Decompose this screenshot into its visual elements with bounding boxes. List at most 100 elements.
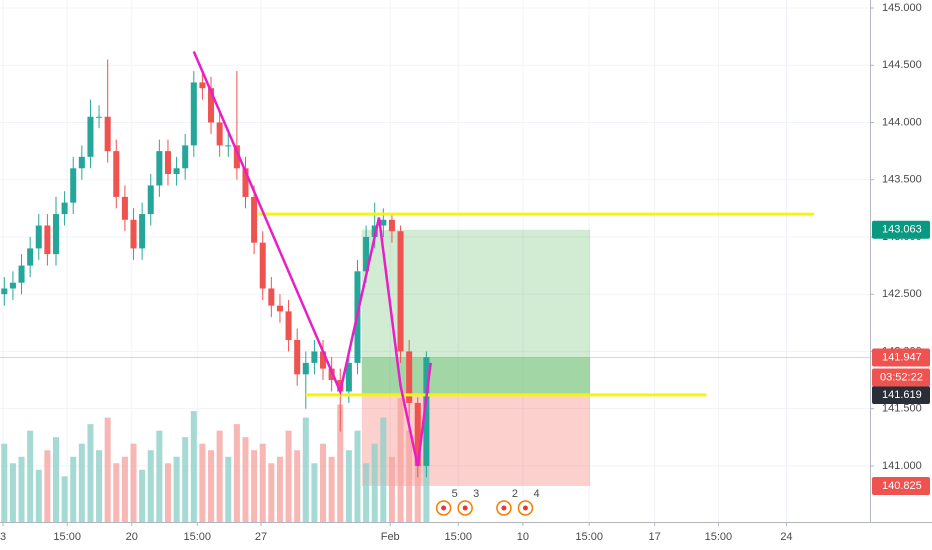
- volume-bar: [190, 411, 197, 522]
- volume-bar: [311, 463, 318, 522]
- volume-bar: [27, 430, 34, 522]
- candle-body: [380, 219, 387, 226]
- volume-bar: [96, 450, 103, 522]
- candle-body: [139, 214, 146, 249]
- volume-bar: [302, 417, 309, 522]
- volume-bar: [337, 404, 344, 522]
- candle-body: [147, 185, 154, 215]
- volume-bar: [294, 450, 301, 522]
- y-tick-label: 141.500: [882, 403, 922, 415]
- x-tick-label: 24: [780, 531, 792, 543]
- y-tick-label: 144.000: [882, 116, 922, 128]
- volume-bar: [371, 443, 378, 522]
- price-tag: [872, 386, 930, 405]
- volume-bar: [268, 463, 275, 522]
- x-tick-label: Feb: [381, 531, 400, 543]
- volume-bar: [388, 456, 395, 522]
- candle-body: [164, 151, 171, 174]
- x-tick-label: 15:00: [444, 531, 472, 543]
- event-label: 3: [473, 488, 479, 500]
- volume-bar: [156, 430, 163, 522]
- volume-bar: [18, 456, 25, 522]
- volume-bar: [130, 443, 137, 522]
- candle-body: [199, 82, 206, 89]
- candle-body: [397, 231, 404, 352]
- price-tag: [872, 220, 930, 239]
- candle-body: [208, 88, 215, 123]
- volume-bar: [70, 456, 77, 522]
- volume-bar: [285, 430, 292, 522]
- candle-body: [27, 248, 34, 266]
- x-tick-label: 15:00: [575, 531, 603, 543]
- price-tag: [872, 476, 930, 495]
- x-tick-label: 20: [126, 531, 138, 543]
- event-label: 2: [512, 488, 518, 500]
- x-tick-label: 15:00: [53, 531, 81, 543]
- volume-bar: [208, 450, 215, 522]
- x-tick-label: 15:00: [183, 531, 211, 543]
- candle-body: [156, 151, 163, 186]
- candle-body: [104, 116, 111, 152]
- x-tick-label: 10: [517, 531, 529, 543]
- volume-bar: [380, 417, 387, 522]
- price-tag-label: 141.947: [882, 351, 922, 363]
- candle-body: [251, 196, 258, 243]
- volume-bar: [121, 456, 128, 522]
- candle-body: [216, 122, 223, 146]
- y-tick-label: 145.000: [882, 2, 922, 14]
- candle-body: [182, 145, 189, 169]
- volume-bar: [61, 476, 68, 522]
- candle-body: [423, 357, 430, 466]
- countdown: 03:52:22: [880, 371, 923, 383]
- volume-bar: [363, 463, 370, 522]
- candle-body: [70, 168, 77, 203]
- volume-bar: [354, 430, 361, 522]
- volume-bar: [173, 456, 180, 522]
- volume-bar: [9, 463, 16, 522]
- candle-body: [406, 351, 413, 403]
- candle-body: [35, 225, 42, 249]
- candle-body: [1, 288, 8, 295]
- price-tag-label: 140.825: [882, 480, 922, 492]
- candle-body: [87, 116, 94, 157]
- candle-body: [9, 282, 16, 289]
- event-dot: [522, 505, 528, 511]
- volume-bar: [397, 398, 404, 522]
- countdown-tag: [872, 368, 930, 387]
- volume-bar: [251, 450, 258, 522]
- candle-body: [78, 156, 85, 169]
- candle-body: [52, 214, 60, 255]
- candle-body: [363, 236, 370, 272]
- volume-bar: [276, 456, 283, 522]
- volume-bar: [199, 443, 206, 522]
- candle-body: [276, 305, 283, 312]
- volume-bar: [345, 450, 352, 522]
- volume-bar: [87, 424, 94, 522]
- event-label: 5: [452, 488, 458, 500]
- volume-bar: [1, 443, 8, 522]
- candle-body: [61, 202, 68, 215]
- volume-bar: [182, 437, 189, 522]
- candle-body: [414, 402, 421, 466]
- trend-line: [192, 51, 432, 467]
- volume-bar: [113, 463, 120, 522]
- event-dot: [441, 505, 447, 511]
- candle-body: [320, 351, 327, 369]
- volume-bar: [328, 456, 335, 522]
- volume-bar: [52, 437, 60, 522]
- y-tick-label: 144.500: [882, 59, 922, 71]
- profit-fill: [361, 357, 591, 396]
- price-tag: [872, 348, 930, 367]
- candle-body: [345, 362, 352, 392]
- candle-body: [285, 311, 292, 340]
- event-label: 4: [533, 488, 539, 500]
- candle-body: [233, 145, 240, 169]
- candle-body: [311, 351, 318, 363]
- volume-bar: [78, 443, 85, 522]
- candle-body: [302, 362, 309, 375]
- y-tick-label: 143.500: [882, 174, 922, 186]
- volume-bar: [242, 437, 249, 522]
- y-tick-label: 141.000: [882, 460, 922, 472]
- volume-bar: [44, 450, 51, 522]
